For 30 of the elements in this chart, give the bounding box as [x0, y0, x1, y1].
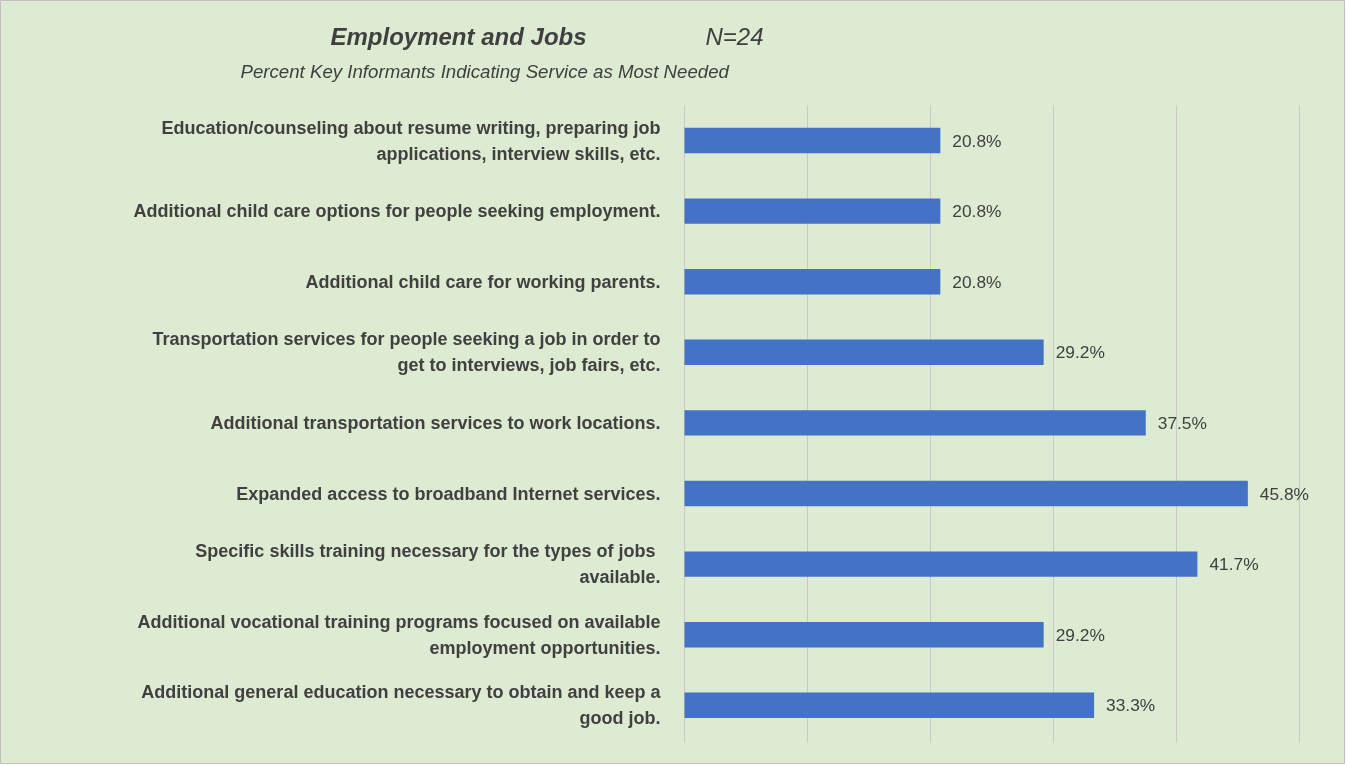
y-tick-label: Additional child care for working parents.: [305, 271, 661, 292]
bar: [684, 198, 941, 224]
y-tick-label: Transportation services for people seeking a job in order to get to interviews, job fairs, etc.: [152, 329, 661, 376]
data-label: 20.8%: [952, 271, 1002, 292]
data-label: 20.8%: [952, 130, 1002, 151]
y-tick-label: Expanded access to broadband Internet services.: [236, 483, 661, 504]
bar: [684, 127, 941, 154]
bar: [684, 339, 1044, 366]
text: Percent Key Informants Indicating Service as Most Needed: [240, 61, 730, 82]
bar: [684, 551, 1198, 577]
y-tick-label: Additional vocational training programs focused on available employment opportunities.: [137, 611, 661, 658]
y-tick-label: Education/counseling about resume writing, preparing job applications, interview skills, etc.: [161, 117, 661, 164]
data-label: 45.8%: [1259, 483, 1309, 504]
y-tick-label: Additional general education necessary to obtain and keep a good job.: [141, 682, 662, 729]
y-tick-label: Specific skills training necessary for the types of jobs available.: [195, 541, 661, 588]
data-label: 20.8%: [952, 201, 1002, 222]
data-label: 37.5%: [1157, 412, 1207, 433]
y-tick-label: Additional transportation services to work locations.: [210, 412, 661, 433]
bar: [684, 268, 941, 295]
data-label: 29.2%: [1055, 624, 1105, 645]
y-tick-label: Additional child care options for people seeking employment.: [133, 201, 661, 222]
bar: [684, 692, 1095, 719]
bar: [684, 480, 1248, 507]
bar: [684, 621, 1044, 648]
text: N=24: [705, 23, 764, 50]
bar: [684, 410, 1146, 436]
data-label: 33.3%: [1106, 695, 1156, 716]
data-label: 29.2%: [1055, 342, 1105, 363]
text: Employment and Jobs: [330, 23, 587, 50]
data-label: 41.7%: [1209, 554, 1259, 575]
